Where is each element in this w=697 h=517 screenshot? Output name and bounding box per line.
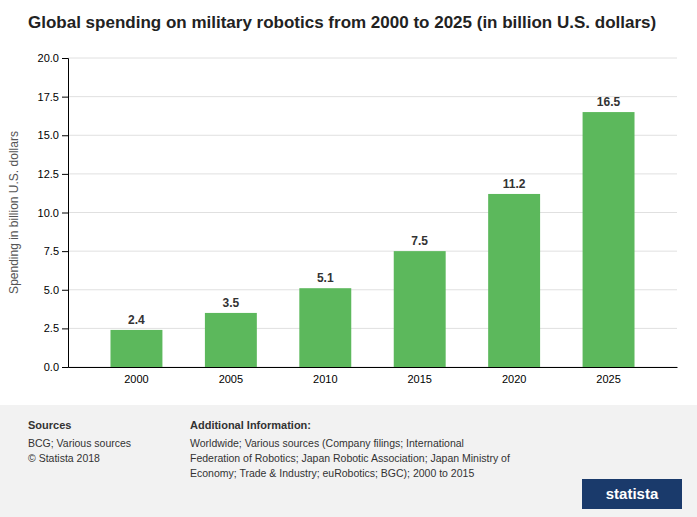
x-tick-label: 2010: [313, 373, 337, 385]
bar: [583, 112, 635, 367]
data-label: 7.5: [411, 234, 428, 248]
x-tick: 2010: [313, 373, 337, 385]
y-tick-label: 7.5: [44, 245, 59, 257]
y-tick-label: 15.0: [38, 129, 59, 141]
y-tick-mark: [62, 290, 68, 291]
footer-additional-title-line: Additional Information:: [190, 419, 311, 431]
x-tick-label: 2025: [596, 373, 620, 385]
data-label: 2.4: [128, 313, 145, 327]
logo-box: [582, 479, 682, 509]
y-tick: 17.5: [38, 91, 68, 103]
footer-sources-title-line: Sources: [28, 419, 71, 431]
data-label: 5.1: [317, 271, 334, 285]
bar: [394, 251, 446, 367]
grid-line: [68, 96, 677, 97]
x-tick: 2000: [124, 373, 148, 385]
data-labels: 2.4 3.5 5.1 7.5 11.2 16.5: [128, 95, 620, 327]
y-tick-label: 20.0: [38, 52, 59, 64]
footer-sources-title: Sources: [28, 419, 71, 431]
x-tick: 2020: [502, 373, 526, 385]
data-label: 3.5: [223, 296, 240, 310]
x-tick-label: 2000: [124, 373, 148, 385]
x-tick-label: 2005: [219, 373, 243, 385]
y-axis-line: [62, 59, 69, 368]
footer-sources-text: BCG; Various sources © Statista 2018: [28, 437, 131, 464]
x-tick-label: 2015: [407, 373, 431, 385]
y-tick-mark: [62, 58, 68, 59]
y-tick-label: 10.0: [38, 207, 59, 219]
data-label: 16.5: [597, 95, 621, 109]
bar: [299, 288, 351, 367]
logo-text: statista: [606, 485, 659, 502]
footer-additional-text: Worldwide; Various sources (Company fili…: [190, 437, 510, 479]
y-tick: 2.5: [44, 322, 68, 334]
x-tick-label: 2020: [502, 373, 526, 385]
footer-background: [0, 405, 697, 517]
y-tick-mark: [62, 97, 68, 98]
bars: [110, 112, 634, 367]
footer-additional-text-line: Federation of Robotics; Japan Robotic As…: [190, 452, 510, 464]
y-tick-mark: [62, 328, 68, 329]
y-tick-mark: [62, 174, 68, 175]
x-tick: 2015: [407, 373, 431, 385]
y-tick-mark: [62, 135, 68, 136]
grid: [68, 58, 677, 367]
y-tick-label: 17.5: [38, 91, 59, 103]
footer-sources-text-line: © Statista 2018: [28, 452, 100, 464]
y-tick-mark: [62, 213, 68, 214]
x-axis-line: [69, 367, 678, 368]
x-tick: 2025: [596, 373, 620, 385]
data-label: 11.2: [503, 177, 526, 191]
y-tick-label: 5.0: [44, 284, 59, 296]
footer-additional-text-line: Worldwide; Various sources (Company fili…: [190, 437, 464, 449]
footer-additional-text-line: Economy; Trade & Industry; euRobotics; B…: [190, 467, 474, 479]
bar: [205, 313, 257, 367]
y-tick-mark: [62, 251, 68, 252]
chart-svg: Global spending on military robotics fro…: [0, 0, 697, 517]
footer-sources-text-line: BCG; Various sources: [28, 437, 131, 449]
y-tick: 15.0: [38, 129, 68, 141]
y-axis-label: Spending in billion U.S. dollars: [7, 131, 21, 294]
y-tick: 12.5: [38, 168, 68, 180]
footer-additional-title: Additional Information:: [190, 419, 311, 431]
y-tick-mark: [62, 367, 68, 368]
bar: [110, 330, 162, 367]
bar: [488, 194, 540, 367]
y-tick-label: 2.5: [44, 322, 59, 334]
title: Global spending on military robotics fro…: [28, 13, 656, 32]
grid-line: [68, 58, 677, 59]
y-tick: 20.0: [38, 52, 68, 64]
y-tick: 10.0: [38, 207, 68, 219]
y-tick-label: 12.5: [38, 168, 59, 180]
footer: Sources BCG; Various sources © Statista 20…: [0, 405, 697, 517]
y-tick-label: 0.0: [44, 361, 59, 373]
y-tick: 5.0: [44, 284, 68, 296]
x-axis: 2000 2005 2010 2015 2020 2025: [69, 368, 678, 385]
y-axis: 0.0 2.5 5.0 7.5 10.0 12.5 15.0 17.5 20.0: [38, 52, 69, 373]
chart-container: Global spending on military robotics fro…: [0, 0, 697, 517]
y-tick: 7.5: [44, 245, 68, 257]
x-tick: 2005: [219, 373, 243, 385]
y-tick: 0.0: [44, 361, 68, 373]
